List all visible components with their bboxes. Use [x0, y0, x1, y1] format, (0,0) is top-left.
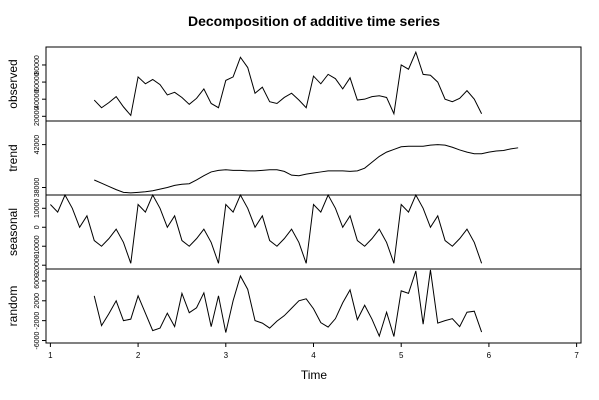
- panel-trend: 38000 42000 trend: [6, 120, 582, 198]
- trend-ytick-label: 42000: [34, 135, 41, 155]
- seasonal-ytick-label: 0: [34, 225, 41, 229]
- x-tick-label: 4: [311, 351, 316, 360]
- x-axis: 1 2 3 4 5 6 7: [48, 343, 579, 360]
- x-tick-label: 6: [487, 351, 492, 360]
- panel-trend-ylabel: trend: [6, 144, 20, 171]
- random-ytick-label: 2000: [34, 293, 41, 309]
- trend-ytick-label: 38000: [34, 178, 41, 198]
- seasonal-ytick-label: 10000: [34, 198, 41, 218]
- observed-ytick-label: 20000: [34, 106, 41, 126]
- seasonal-ytick-label: -20000: [34, 254, 41, 276]
- random-ytick-label: 6000: [34, 273, 41, 289]
- observed-line: [93, 50, 483, 117]
- x-axis-title: Time: [301, 368, 328, 382]
- x-tick-label: 7: [574, 351, 579, 360]
- seasonal-ytick-label: -10000: [34, 235, 41, 257]
- panel-seasonal: -20000-10000 0 10000 seasonal: [6, 193, 582, 276]
- trend-line: [94, 144, 519, 194]
- random-ytick-label: -2000: [34, 312, 41, 330]
- random-ytick-label: -6000: [34, 331, 41, 349]
- seasonal-line: [50, 193, 483, 264]
- random-line: [93, 269, 483, 338]
- x-tick-label: 5: [399, 351, 404, 360]
- panel-random: -6000-2000 2000 6000 random: [6, 268, 582, 349]
- panel-random-ylabel: random: [6, 286, 20, 327]
- panel-seasonal-ylabel: seasonal: [6, 208, 20, 256]
- panel-observed-ylabel: observed: [6, 59, 20, 108]
- observed-ytick-label: 60000: [34, 72, 41, 92]
- chart-title: Decomposition of additive time series: [188, 13, 440, 29]
- observed-ytick-label: 40000: [34, 89, 41, 109]
- x-tick-label: 3: [224, 351, 229, 360]
- x-tick-label: 1: [48, 351, 53, 360]
- x-tick-label: 2: [136, 351, 141, 360]
- panel-random-frame: [45, 268, 582, 344]
- panel-trend-frame: [45, 120, 582, 196]
- observed-ytick-label: 80000: [34, 55, 41, 75]
